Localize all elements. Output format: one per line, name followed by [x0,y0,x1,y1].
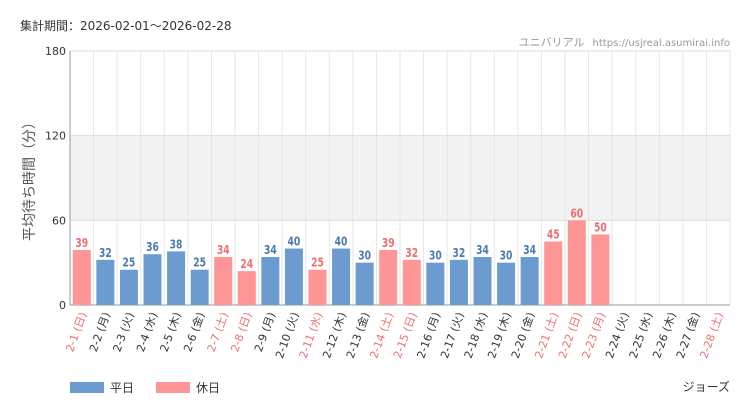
bar [332,248,351,305]
data-label: 30 [500,249,513,263]
x-tick-label: 2-7 (土) [205,311,231,354]
bar [355,262,374,305]
legend: 平日 休日 [70,379,220,396]
data-label: 38 [170,238,183,252]
data-label: 24 [240,257,253,271]
bar [237,271,256,305]
bar [591,234,610,305]
x-tick-label: 2-8 (日) [228,311,254,354]
bar [402,259,421,305]
watermark: ユニバリアル https://usjreal.asumirai.info [519,34,730,50]
x-tick-label: 2-9 (月) [252,311,278,354]
legend-swatch-weekday [70,382,104,393]
x-tick-label: 2-1 (日) [63,311,89,354]
data-label: 30 [358,249,371,263]
bar [261,257,280,305]
y-tick-label: 0 [59,299,66,312]
bar [308,269,327,305]
data-label: 60 [570,207,583,221]
data-label: 40 [288,235,301,249]
legend-label-weekday: 平日 [110,381,135,395]
data-label: 36 [146,240,159,254]
legend-label-holiday: 休日 [196,381,221,395]
bar [96,259,115,305]
bar [449,259,468,305]
legend-item-weekday[interactable]: 平日 [70,379,134,396]
data-label: 25 [311,256,324,270]
legend-swatch-holiday [156,382,191,393]
period-range: 2026-02-01〜2026-02-28 [80,19,232,33]
period-label: 集計期間： [20,19,81,33]
bar [473,257,492,305]
y-axis-label: 平均待ち時間（分） [22,115,38,241]
bar [284,248,303,305]
data-label: 34 [476,243,489,257]
bar [544,241,563,305]
bar [119,269,138,305]
data-label: 32 [453,246,466,260]
bar [167,251,186,305]
bar [567,220,586,305]
bar [497,262,516,305]
x-tick-label: 2-4 (水) [134,311,160,354]
data-label: 39 [382,236,395,250]
y-tick-label: 180 [45,45,66,58]
y-tick-label: 120 [45,130,66,143]
data-label: 34 [217,243,230,257]
data-label: 45 [547,228,560,242]
site-name: ユニバリアル [518,36,585,49]
bar [426,262,445,305]
data-label: 25 [193,256,206,270]
bar [520,257,539,305]
data-label: 32 [99,246,112,260]
data-label: 32 [405,246,418,260]
data-label: 40 [335,235,348,249]
attraction-name: ジョーズ [682,380,730,394]
x-tick-label: 2-5 (木) [158,311,184,354]
period-text: 集計期間：2026-02-01〜2026-02-28 [20,17,232,34]
data-label: 30 [429,249,442,263]
data-label: 50 [594,221,607,235]
data-label: 25 [123,256,136,270]
legend-item-holiday[interactable]: 休日 [156,379,220,396]
bar [379,249,398,305]
bar [143,254,162,305]
bar [190,269,209,305]
x-tick-label: 2-3 (火) [110,311,136,354]
x-tick-label: 2-28 (土) [697,311,726,361]
data-label: 34 [264,243,277,257]
bar [214,257,233,305]
data-label: 39 [75,236,88,250]
x-tick-label: 2-2 (月) [87,311,113,354]
bar [72,249,91,305]
x-tick-label: 2-6 (金) [180,310,207,353]
data-label: 34 [523,243,536,257]
site-url: https://usjreal.asumirai.info [592,38,730,49]
y-tick-label: 60 [52,214,66,227]
